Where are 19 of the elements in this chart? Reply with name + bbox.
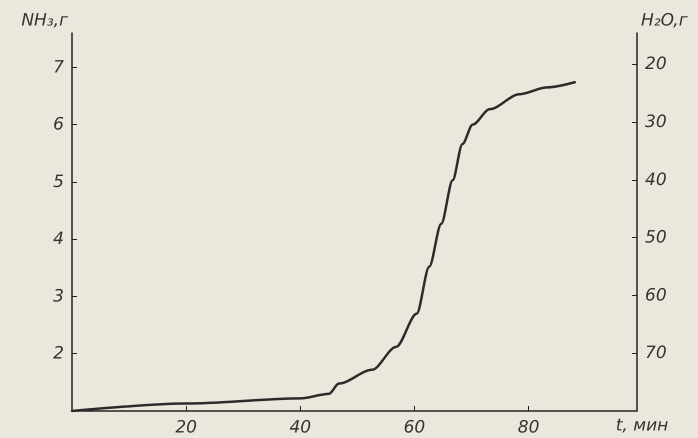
y2-tick-label: 20	[645, 54, 667, 74]
y2-axis-title: H₂O,г	[641, 10, 688, 30]
x-axis-title: t, мин	[616, 416, 668, 436]
y-tick-label: 6	[53, 114, 64, 135]
x-tick-label: 20	[175, 418, 197, 438]
y2-tick-label: 40	[645, 170, 667, 190]
y-tick-label: 5	[53, 172, 64, 192]
y-axis-title: NH₃,г	[21, 10, 68, 30]
x-tick-label: 80	[518, 418, 540, 438]
y2-tick-label: 30	[645, 112, 667, 132]
y-tick-label: 2	[53, 344, 64, 364]
y-tick-label: 3	[53, 286, 64, 306]
y2-tick-label: 60	[645, 285, 667, 306]
x-tick-label: 60	[404, 418, 426, 438]
y-tick-label: 4	[53, 229, 64, 250]
x-tick-label: 40	[289, 418, 312, 438]
y2-tick-label: 50	[645, 228, 667, 248]
y2-tick-label: 70	[645, 343, 667, 364]
y-tick-label: 7	[53, 57, 64, 78]
